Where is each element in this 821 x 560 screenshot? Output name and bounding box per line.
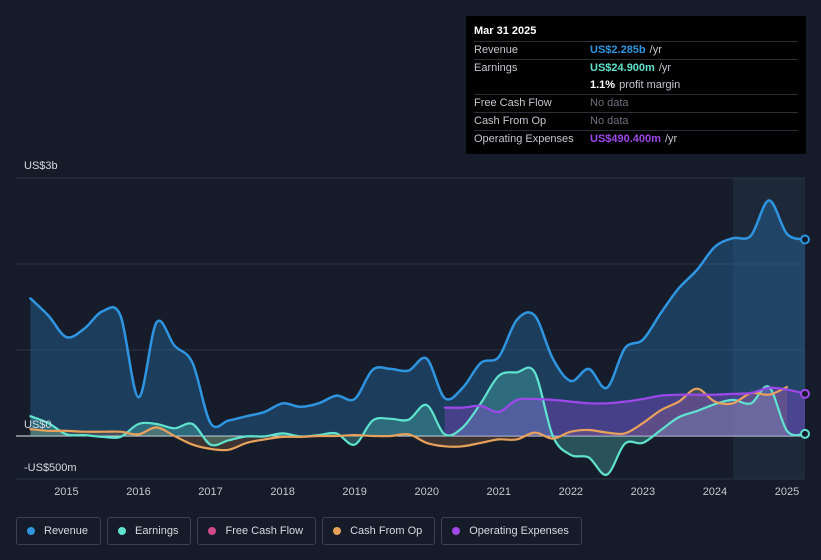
legend-item-revenue[interactable]: Revenue <box>16 517 102 545</box>
x-tick-label: 2018 <box>270 486 294 498</box>
tooltip-value-fcf: No data <box>590 97 629 109</box>
legend-dot-icon <box>27 527 35 535</box>
tooltip-row-margin: 1.1% profit margin <box>474 77 798 94</box>
tooltip-unit-revenue: /yr <box>649 44 662 56</box>
x-tick-label: 2020 <box>414 486 438 498</box>
legend-item-earnings[interactable]: Earnings <box>107 517 192 545</box>
tooltip-spacer <box>474 77 590 94</box>
highlight-band <box>732 178 805 479</box>
x-tick-label: 2016 <box>126 486 150 498</box>
tooltip-value-margin: 1.1% <box>590 79 616 91</box>
tooltip-label-fcf: Free Cash Flow <box>474 97 552 109</box>
x-tick-label: 2023 <box>631 486 655 498</box>
x-tick-label: 2019 <box>342 486 366 498</box>
tooltip-date: Mar 31 2025 <box>474 25 537 37</box>
legend-label-fcf: Free Cash Flow <box>225 525 304 537</box>
tooltip-value-earnings: US$24.900m <box>590 62 655 74</box>
area-cfo <box>30 387 787 451</box>
legend-label-cfo: Cash From Op <box>350 525 423 537</box>
line-opex <box>443 386 807 414</box>
legend-item-opex[interactable]: Operating Expenses <box>441 517 582 545</box>
tooltip-row-revenue: Revenue US$2.285b /yr <box>474 41 798 59</box>
tooltip-row-earnings: Earnings US$24.900m /yr <box>474 59 798 77</box>
legend-dot-icon <box>333 527 342 535</box>
legend-dot-icon <box>208 527 217 535</box>
x-tick-label: 2024 <box>703 486 727 498</box>
tooltip-value-opex: US$490.400m <box>590 133 661 145</box>
end-marker-revenue <box>800 234 810 245</box>
data-tooltip: Mar 31 2025 Revenue US$2.285b /yr Earnin… <box>466 16 806 154</box>
area-earnings <box>30 367 805 475</box>
x-tick-label: 2015 <box>54 486 78 498</box>
y-tick-label: US$0 <box>24 419 52 431</box>
tooltip-unit-earnings: /yr <box>658 62 672 74</box>
tooltip-unit-margin: profit margin <box>619 79 681 91</box>
tooltip-label-revenue: Revenue <box>474 44 519 56</box>
y-tick-label: -US$500m <box>24 462 77 474</box>
legend-label-opex: Operating Expenses <box>469 525 569 537</box>
chart-legend: Revenue Earnings Free Cash Flow Cash Fro… <box>16 517 582 547</box>
x-tick-label: 2021 <box>487 486 511 498</box>
tooltip-value-revenue: US$2.285b <box>590 44 646 56</box>
x-tick-label: 2025 <box>775 486 799 498</box>
end-marker-opex <box>800 388 810 399</box>
y-tick-label: US$3b <box>24 160 58 172</box>
plot-background <box>16 178 805 479</box>
end-marker-earnings <box>800 428 810 439</box>
legend-item-fcf[interactable]: Free Cash Flow <box>197 517 317 545</box>
tooltip-row-opex: Operating Expenses US$490.400m /yr <box>474 130 798 148</box>
line-cfo <box>29 385 789 452</box>
tooltip-label-cfo: Cash From Op <box>474 115 547 127</box>
tooltip-row-cfo: Cash From Op No data <box>474 112 798 130</box>
x-axis-labels: 2015 2016 2017 2018 2019 2020 2021 2022 2023 2024… <box>54 486 799 498</box>
x-tick-label: 2022 <box>559 486 583 498</box>
line-revenue <box>29 199 807 429</box>
legend-dot-icon <box>452 527 461 535</box>
legend-dot-icon <box>118 527 127 535</box>
x-tick-label: 2017 <box>198 486 222 498</box>
tooltip-unit-opex: /yr <box>664 133 678 145</box>
tooltip-label-opex: Operating Expenses <box>474 133 574 145</box>
legend-label-earnings: Earnings <box>135 525 179 537</box>
tooltip-row-fcf: Free Cash Flow No data <box>474 94 798 112</box>
chart-grid <box>16 177 805 480</box>
tooltip-label-earnings: Earnings <box>474 62 518 74</box>
area-revenue <box>30 200 805 436</box>
y-axis-labels: US$3b US$0 -US$500m <box>24 160 77 474</box>
line-earnings <box>29 366 807 476</box>
chart-lines <box>29 199 807 476</box>
series-end-markers <box>800 234 810 439</box>
tooltip-value-cfo: No data <box>590 115 629 127</box>
legend-label-revenue: Revenue <box>44 525 89 537</box>
legend-item-cfo[interactable]: Cash From Op <box>322 517 436 545</box>
